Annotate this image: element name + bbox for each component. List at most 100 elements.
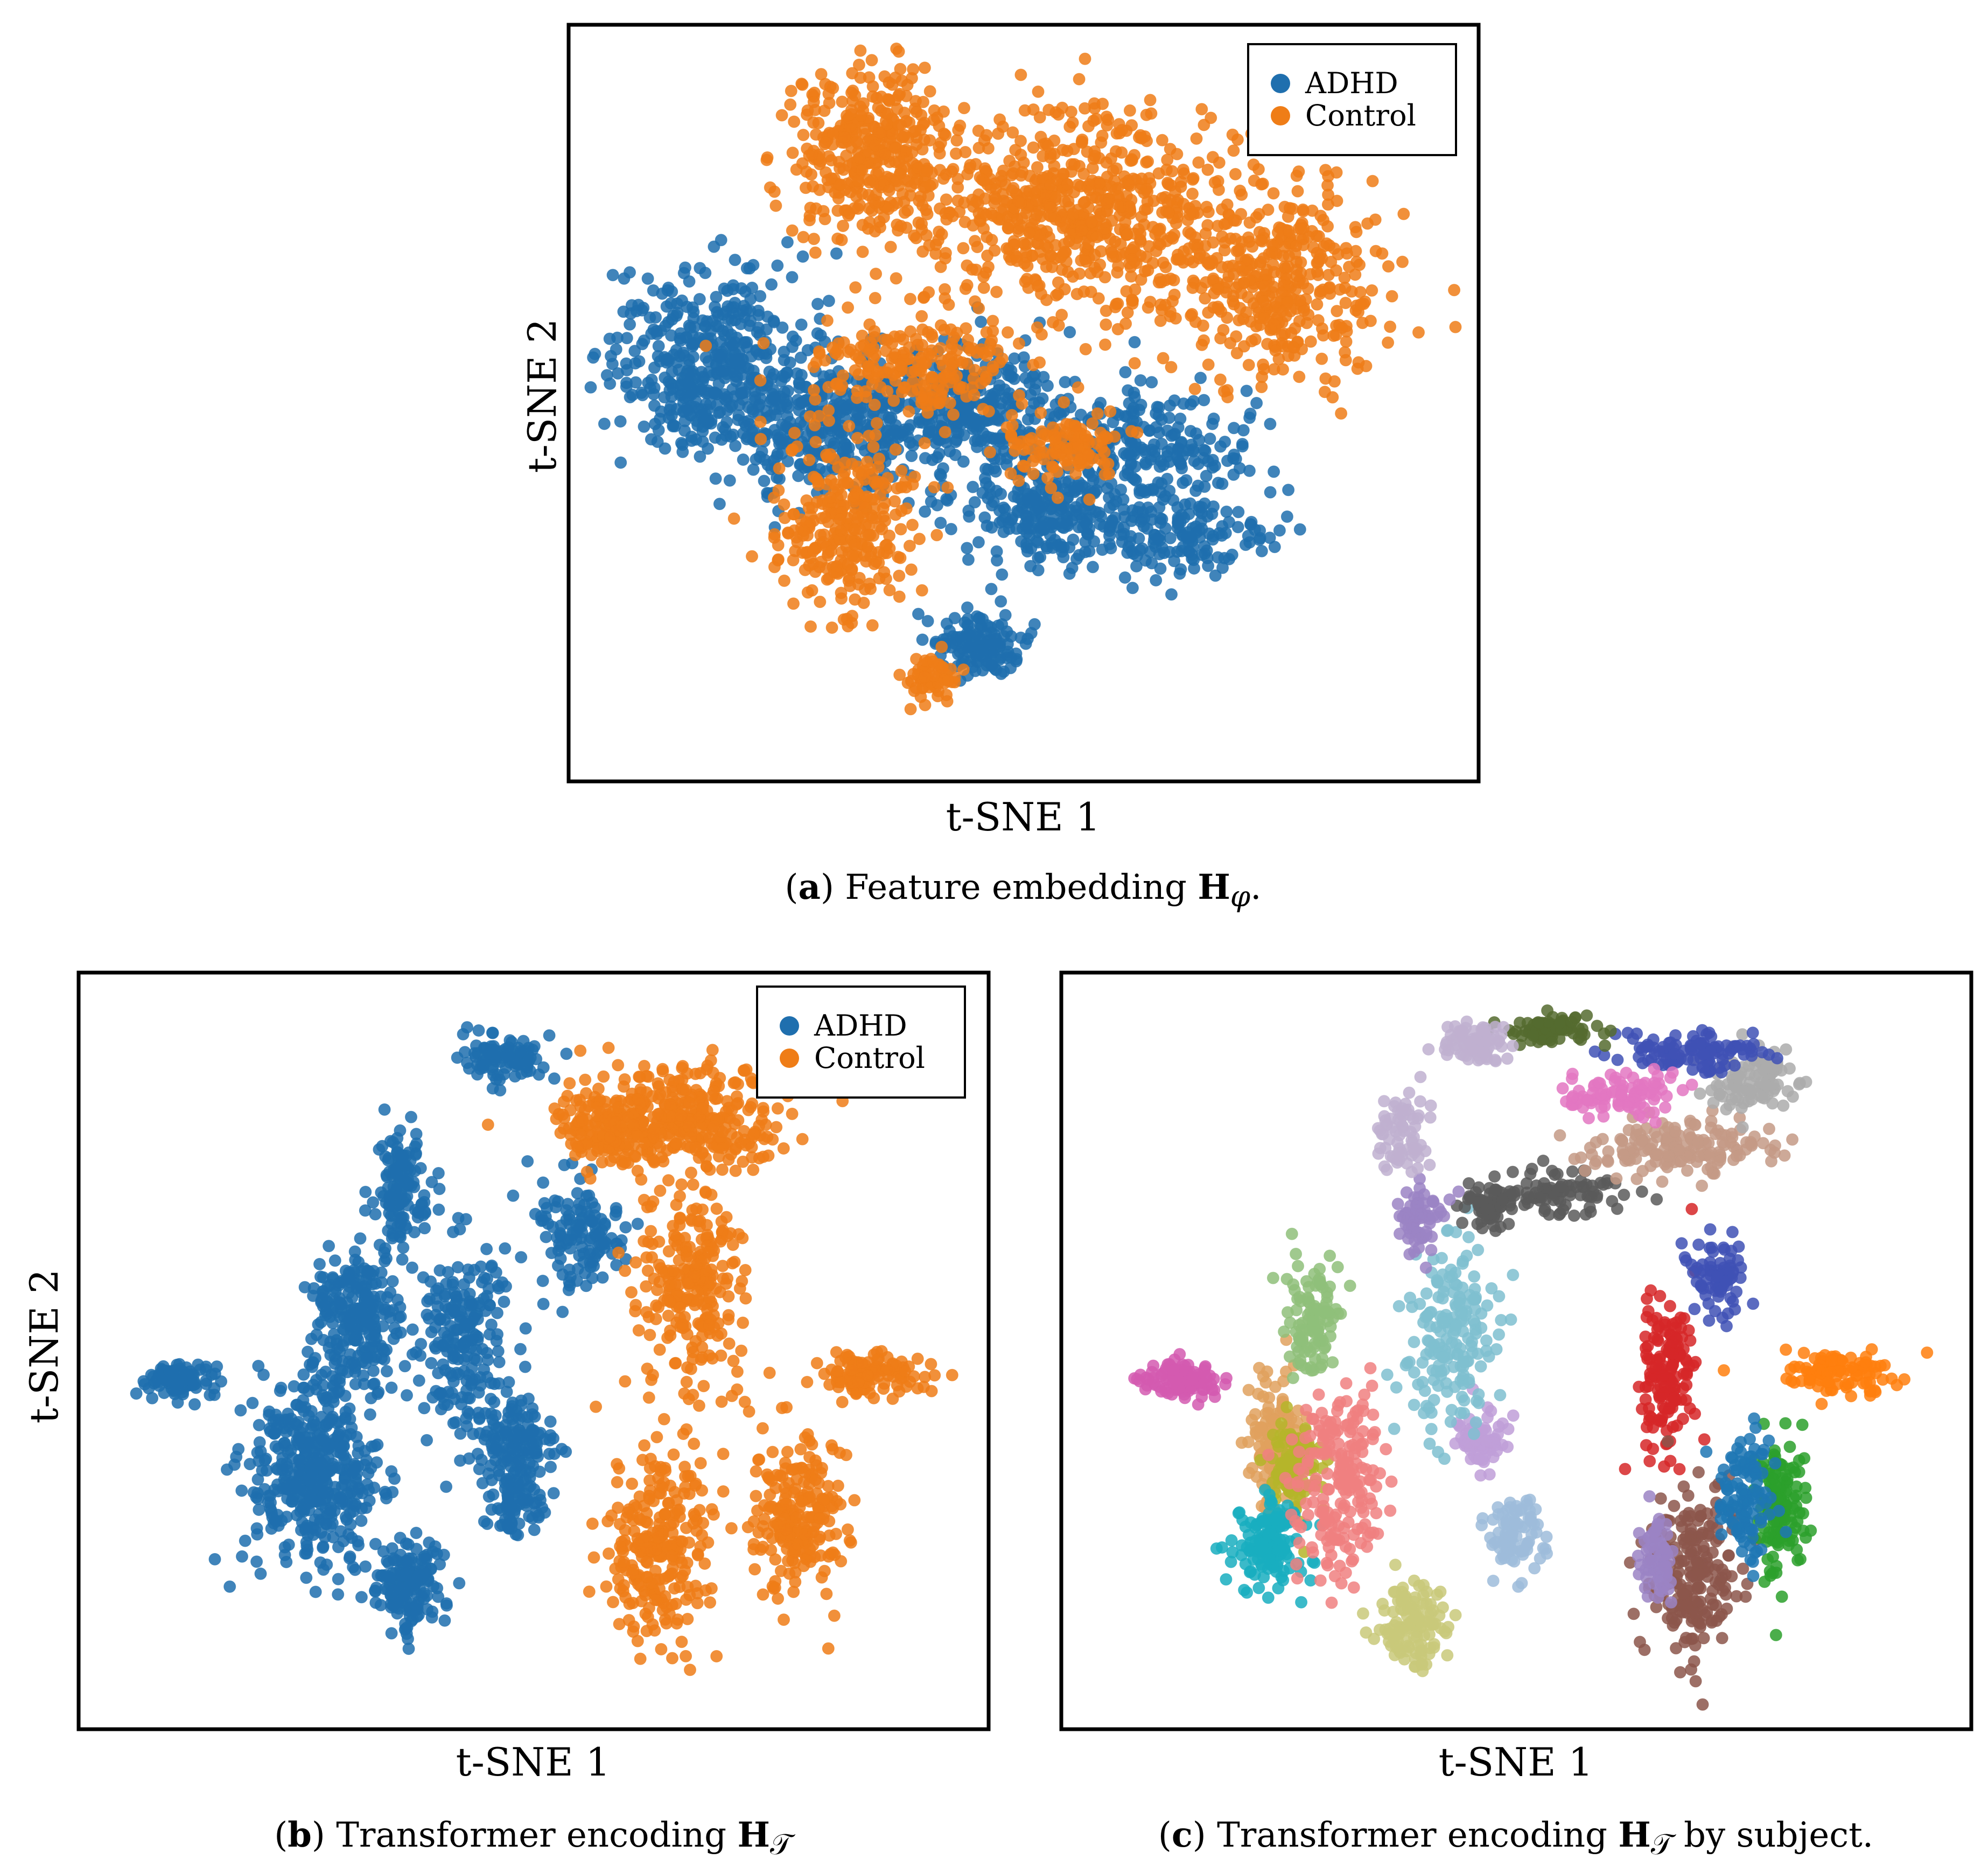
data-point — [962, 504, 975, 517]
data-point — [919, 654, 932, 667]
data-point — [814, 329, 827, 342]
data-point — [830, 247, 843, 260]
data-point — [1128, 336, 1141, 348]
data-point — [781, 410, 794, 423]
data-point — [803, 214, 816, 227]
data-point — [1174, 413, 1187, 425]
data-point — [792, 470, 805, 483]
data-point — [1264, 486, 1277, 499]
data-point — [1125, 270, 1138, 283]
data-point — [940, 493, 953, 506]
data-point — [354, 1232, 367, 1245]
data-point — [617, 305, 630, 318]
data-point — [894, 330, 907, 343]
data-point — [1079, 343, 1092, 355]
data-point — [1056, 144, 1069, 156]
data-point — [868, 325, 881, 338]
data-point — [986, 659, 999, 672]
data-point — [733, 307, 745, 320]
data-point — [748, 390, 761, 403]
data-point — [620, 332, 633, 345]
data-point — [1027, 141, 1040, 154]
data-point — [969, 295, 982, 308]
data-point — [1177, 163, 1189, 176]
data-point — [1321, 198, 1334, 211]
data-point — [614, 456, 627, 469]
data-point — [347, 1561, 360, 1574]
data-point — [951, 194, 964, 207]
data-point — [1118, 571, 1131, 584]
data-point — [1011, 213, 1024, 226]
data-point — [1228, 422, 1240, 435]
data-point — [1194, 372, 1207, 385]
data-point — [880, 539, 893, 551]
data-point — [889, 142, 902, 155]
data-point — [981, 519, 993, 532]
data-point — [410, 1147, 422, 1160]
data-point — [821, 573, 834, 586]
data-point — [1014, 631, 1027, 644]
data-point — [264, 1425, 277, 1438]
data-point — [900, 502, 913, 515]
data-point — [656, 287, 669, 300]
data-point — [1268, 465, 1280, 478]
data-point — [691, 419, 704, 432]
data-point — [904, 325, 917, 338]
data-point — [1119, 215, 1132, 228]
data-point — [1052, 108, 1065, 121]
data-point — [1201, 163, 1214, 176]
data-point — [842, 620, 855, 633]
data-point — [932, 397, 945, 409]
data-point — [1033, 356, 1046, 369]
data-point — [950, 344, 963, 357]
data-point — [912, 162, 925, 174]
series-adhd-cluster — [355, 1527, 466, 1655]
data-point — [618, 272, 631, 285]
data-point — [1340, 336, 1353, 348]
panel-b: ADHD Control — [75, 969, 991, 1734]
data-point — [1063, 235, 1075, 248]
data-point — [652, 424, 665, 437]
data-point — [1013, 195, 1025, 208]
data-point — [1247, 158, 1260, 171]
data-point — [337, 1535, 350, 1548]
data-point — [1122, 178, 1135, 191]
data-point — [1382, 336, 1395, 349]
data-point — [253, 1418, 265, 1431]
data-point — [757, 337, 770, 350]
data-point — [300, 1447, 313, 1460]
data-point — [758, 453, 771, 466]
data-point — [926, 376, 939, 389]
data-point — [1086, 417, 1099, 430]
data-point — [778, 498, 790, 511]
data-point — [1108, 430, 1121, 443]
data-point — [934, 516, 947, 529]
data-point — [1259, 268, 1272, 281]
data-point — [647, 323, 660, 336]
data-point — [796, 250, 809, 263]
data-point — [809, 436, 822, 449]
data-point — [370, 1456, 383, 1469]
data-point — [1051, 539, 1064, 551]
data-point — [1302, 308, 1315, 321]
data-point — [1150, 407, 1163, 420]
data-point — [1062, 194, 1075, 207]
data-point — [1449, 320, 1462, 333]
data-point — [1231, 521, 1244, 534]
data-point — [894, 523, 907, 536]
data-point — [1307, 241, 1320, 254]
data-point — [800, 165, 813, 178]
data-point — [309, 1494, 322, 1507]
data-point — [1133, 484, 1146, 497]
data-point — [863, 429, 876, 442]
data-point — [837, 163, 850, 176]
data-point — [383, 1207, 396, 1220]
data-point — [313, 1257, 326, 1270]
data-point — [866, 619, 879, 632]
data-point — [1231, 133, 1244, 146]
y-axis-label-a: t-SNE 2 — [520, 318, 565, 473]
data-point — [359, 1185, 372, 1198]
data-point — [1045, 249, 1058, 262]
data-point — [1055, 263, 1068, 276]
data-point — [900, 115, 913, 128]
